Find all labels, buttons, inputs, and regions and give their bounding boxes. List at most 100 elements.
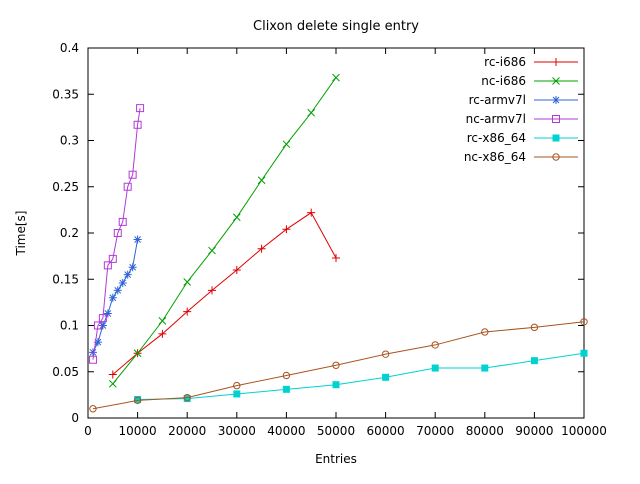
y-tick-label: 0.4 (60, 41, 79, 55)
marker (124, 271, 132, 278)
marker (128, 170, 137, 179)
marker (431, 341, 439, 349)
legend-label: nc-i686 (481, 74, 526, 88)
marker (332, 73, 340, 82)
y-tick-label: 0.25 (52, 180, 79, 194)
legend-item: nc-armv7l (466, 112, 578, 126)
x-tick-label: 80000 (466, 424, 504, 438)
legend: rc-i686 nc-i686 rc-armv7l nc-armv7l rc-x86_6… (464, 55, 578, 164)
marker (109, 294, 117, 302)
marker (118, 217, 127, 226)
marker (114, 286, 122, 294)
x-tick-label: 0 (84, 424, 92, 438)
series-nc-armv7l (88, 104, 145, 364)
legend-item: rc-x86_64 (467, 131, 578, 145)
x-tick-label: 30000 (218, 424, 256, 438)
x-tick-label: 50000 (317, 424, 355, 438)
legend-label: nc-armv7l (466, 112, 526, 126)
marker (113, 229, 122, 237)
marker (89, 348, 97, 356)
marker (552, 77, 560, 85)
x-tick-label: 10000 (119, 424, 157, 438)
marker (158, 329, 167, 338)
legend-item: nc-i686 (481, 74, 578, 88)
marker (108, 370, 117, 379)
series-nc-i686 (108, 73, 340, 388)
marker (103, 261, 112, 270)
marker (282, 140, 291, 149)
marker (282, 225, 291, 234)
marker (580, 318, 588, 326)
marker (183, 307, 192, 316)
legend-item: rc-i686 (484, 55, 578, 69)
marker (233, 390, 241, 398)
legend-label: rc-i686 (484, 55, 526, 69)
marker (108, 254, 117, 263)
x-tick-label: 20000 (168, 424, 206, 438)
marker (233, 381, 241, 390)
series-line (112, 211, 337, 375)
axes: 0 10000 20000 30000 40000 50000 60000 70000 8000… (52, 41, 607, 438)
marker (183, 395, 191, 403)
series-rc-i686 (108, 208, 340, 379)
x-tick-label: 40000 (267, 424, 305, 438)
marker (232, 213, 241, 222)
series-line (92, 321, 585, 410)
series-line (137, 352, 585, 400)
marker (133, 396, 142, 405)
marker (257, 244, 266, 253)
y-tick-label: 0.2 (60, 226, 79, 240)
marker (481, 364, 489, 372)
marker (136, 104, 145, 113)
marker (183, 278, 192, 286)
x-tick-label: 90000 (515, 424, 553, 438)
legend-item: nc-x86_64 (464, 150, 578, 164)
marker (129, 263, 136, 271)
y-tick-label: 0.3 (60, 134, 79, 148)
chart-title: Clixon delete single entry (253, 19, 419, 34)
marker (580, 349, 588, 357)
marker (123, 182, 132, 191)
marker (134, 396, 142, 403)
legend-item: rc-armv7l (469, 93, 578, 107)
marker (381, 350, 390, 358)
y-axis-label: Time[s] (14, 211, 28, 257)
legend-label: nc-x86_64 (464, 150, 526, 164)
marker (481, 328, 489, 336)
x-tick-label: 60000 (367, 424, 405, 438)
series-rc-x86_64 (134, 349, 588, 403)
marker (431, 364, 439, 372)
legend-label: rc-x86_64 (467, 131, 526, 145)
marker (332, 253, 340, 262)
y-tick-label: 0.15 (52, 272, 79, 286)
series-line (92, 108, 141, 360)
marker (208, 286, 216, 295)
series-group (88, 73, 588, 413)
y-tick-label: 0.05 (52, 365, 79, 379)
marker (88, 355, 97, 364)
marker (93, 321, 102, 330)
marker (257, 176, 266, 185)
marker (134, 236, 141, 243)
y-tick-label: 0.1 (60, 319, 79, 333)
series-line (112, 77, 337, 385)
marker (282, 385, 290, 393)
marker (98, 314, 107, 323)
legend-label: rc-armv7l (469, 93, 526, 107)
marker (530, 323, 539, 332)
x-axis-label: Entries (315, 452, 357, 466)
marker (133, 120, 142, 129)
marker (307, 108, 316, 117)
marker (232, 266, 241, 274)
series-nc-x86_64 (89, 318, 588, 413)
x-tick-label: 100000 (561, 424, 607, 438)
y-tick-label: 0.35 (52, 87, 79, 101)
marker (552, 96, 560, 104)
marker (133, 349, 142, 358)
series-line (92, 239, 139, 353)
y-tick-label: 0 (71, 411, 79, 425)
x-tick-label: 70000 (416, 424, 454, 438)
marker (208, 246, 216, 255)
